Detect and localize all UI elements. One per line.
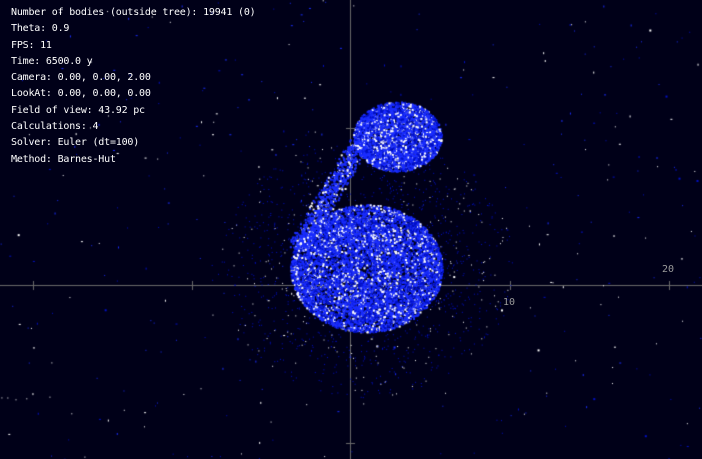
hud-theta: Theta: 0.9 [11,23,70,35]
hud-field-of-view: Field of view: 43.92 pc [11,104,145,116]
x-axis-tick-label: 20 [662,264,675,275]
x-axis-tick-label: 10 [503,297,516,308]
hud-bodies-count: Number of bodies (outside tree): 19941 (… [11,7,256,18]
hud-method: Method: Barnes-Hut [11,153,116,165]
hud-overlay: Number of bodies (outside tree): 19941 (… [11,5,256,168]
hud-calculations: Calculations: 4 [11,121,99,133]
hud-lookat: LookAt: 0.00, 0.00, 0.00 [11,88,151,100]
hud-time: Time: 6500.0 y [11,55,93,67]
hud-solver: Solver: Euler (dt=100) [11,137,140,149]
hud-fps: FPS: 11 [11,39,52,51]
hud-camera: Camera: 0.00, 0.00, 2.00 [11,72,151,84]
